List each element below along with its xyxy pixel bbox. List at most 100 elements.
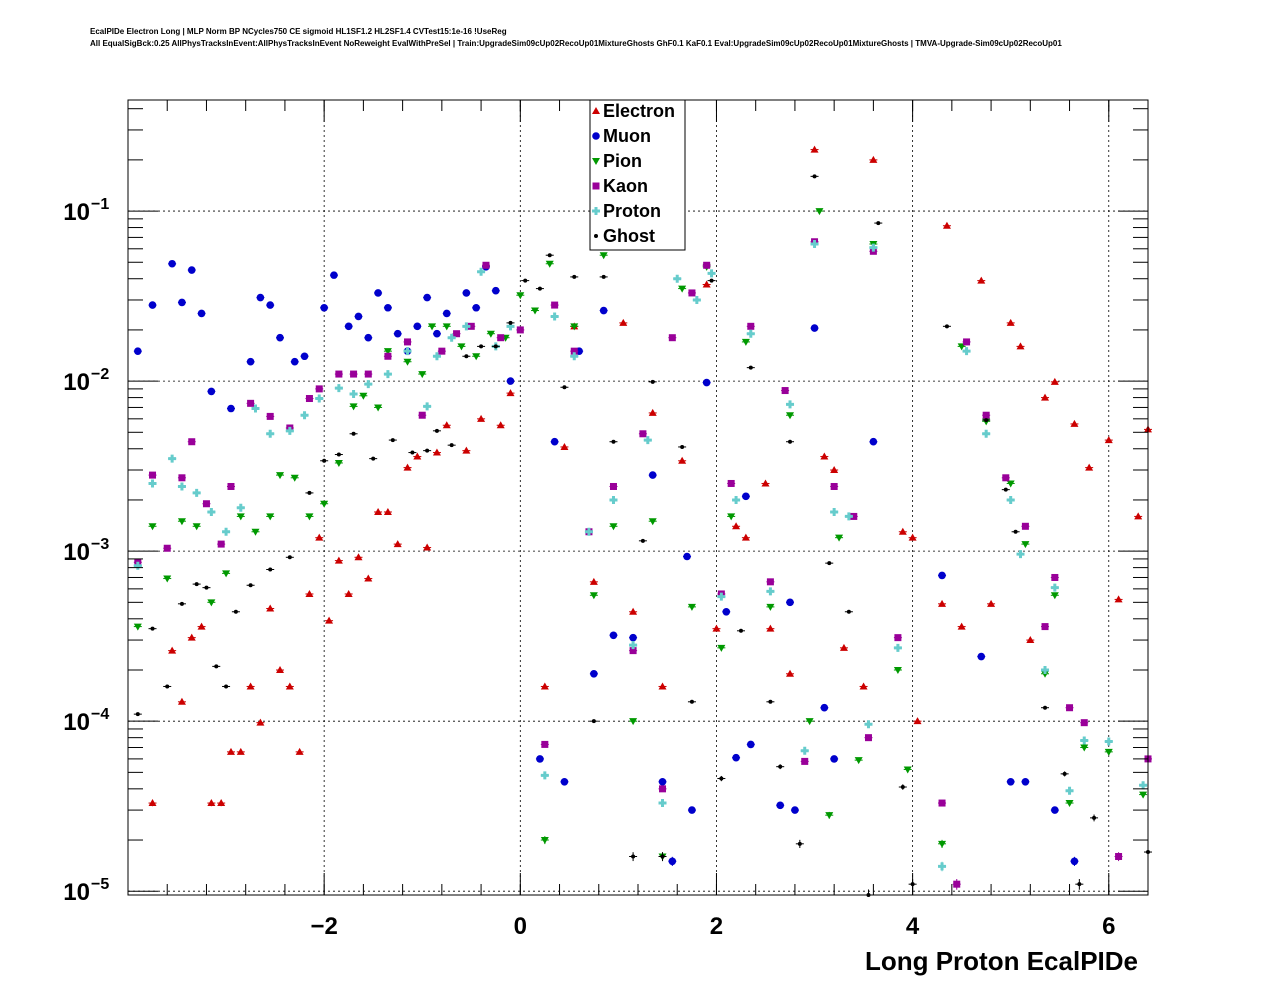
data-point (550, 437, 559, 446)
data-point (659, 785, 667, 793)
data-point (827, 561, 832, 566)
data-point (178, 474, 186, 482)
data-point (1050, 377, 1059, 385)
data-point (1065, 800, 1074, 808)
data-point (423, 543, 432, 551)
data-point (590, 669, 598, 678)
data-point (601, 274, 606, 279)
data-point (570, 323, 579, 331)
data-point (334, 459, 343, 467)
data-point (536, 755, 544, 763)
data-point (491, 286, 500, 295)
data-point (320, 303, 328, 312)
data-point (1050, 592, 1059, 600)
data-point (442, 421, 451, 429)
data-point (428, 323, 437, 331)
data-point (374, 404, 383, 412)
data-point (545, 260, 554, 268)
data-point (962, 347, 971, 356)
data-point (778, 764, 783, 769)
data-point (1062, 771, 1067, 776)
series-ghost (133, 174, 1152, 897)
data-point (393, 540, 402, 548)
data-point (224, 684, 229, 689)
data-point (233, 609, 238, 614)
data-point (668, 857, 677, 866)
data-point (462, 289, 471, 297)
data-point (547, 253, 552, 258)
data-point (869, 437, 878, 446)
data-point (619, 318, 628, 326)
data-point (305, 513, 314, 521)
data-point (204, 585, 209, 590)
data-point (1013, 529, 1018, 534)
data-point (423, 293, 431, 302)
data-point (776, 801, 785, 810)
data-point (732, 522, 741, 530)
data-point (320, 500, 329, 508)
y-tick-label: 10 (63, 199, 90, 226)
data-point (639, 430, 647, 438)
data-point (217, 799, 226, 807)
data-point (786, 400, 795, 409)
data-point (678, 456, 687, 464)
data-point (285, 426, 294, 435)
data-point (894, 634, 902, 642)
data-point (820, 703, 829, 712)
data-point (413, 452, 422, 460)
data-point (982, 411, 990, 419)
data-point (192, 523, 201, 531)
data-point (768, 699, 773, 704)
data-point (227, 404, 235, 413)
data-point (629, 647, 637, 655)
data-point (673, 274, 682, 283)
data-point (977, 652, 986, 661)
data-point (1003, 487, 1008, 492)
data-point (1002, 474, 1010, 482)
data-point (477, 414, 486, 422)
data-point (1016, 342, 1025, 350)
data-point (963, 338, 971, 346)
data-point (1077, 882, 1082, 887)
data-point (453, 330, 461, 338)
data-point (1050, 583, 1059, 592)
data-point (425, 448, 430, 453)
data-point (732, 753, 740, 762)
data-point (350, 370, 358, 378)
data-point (766, 603, 775, 611)
data-point (467, 322, 475, 330)
data-point (384, 352, 392, 360)
data-point (541, 740, 549, 748)
data-point (418, 371, 427, 379)
data-point (692, 295, 701, 304)
data-point (266, 513, 275, 521)
data-point (741, 338, 750, 346)
data-point (251, 528, 260, 536)
data-point (364, 380, 373, 389)
data-point (163, 544, 171, 552)
data-point (374, 289, 382, 297)
data-point (506, 389, 515, 397)
data-point (864, 720, 873, 729)
data-point (1051, 806, 1059, 814)
title-line-1: EcalPIDe Electron Long | MLP Norm BP NCy… (90, 27, 507, 36)
data-point (497, 334, 505, 342)
data-point (540, 837, 549, 845)
data-point (359, 392, 368, 400)
data-point (354, 312, 363, 321)
data-point (719, 776, 724, 781)
data-point (629, 641, 638, 650)
legend-marker (592, 107, 600, 114)
data-point (506, 377, 515, 385)
y-tick-exponent: −4 (91, 706, 109, 723)
data-point (766, 624, 775, 632)
data-point (133, 623, 142, 631)
data-point (942, 221, 951, 229)
data-point (464, 354, 469, 359)
data-point (349, 389, 358, 398)
data-point (472, 353, 481, 361)
series-pion (133, 208, 1148, 862)
data-point (668, 334, 676, 342)
data-point (148, 799, 157, 807)
